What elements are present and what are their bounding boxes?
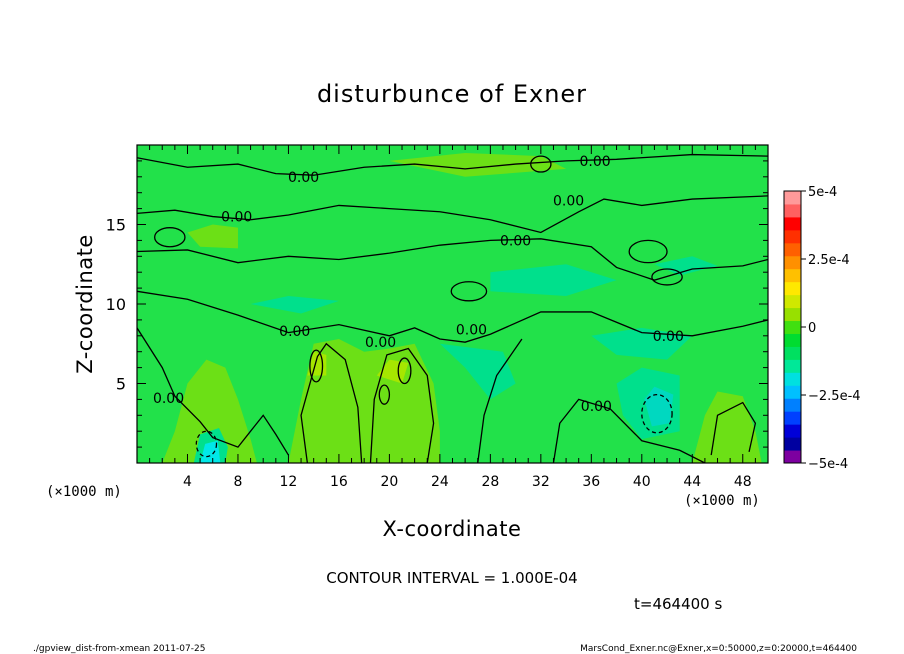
chart-title: disturbunce of Exner — [317, 80, 587, 108]
colorbar-swatch — [784, 333, 801, 347]
colorbar-swatch — [784, 216, 801, 231]
y-axis-label: Z-coordinate — [73, 234, 97, 374]
colorbar-tick-label: −5e-4 — [808, 457, 848, 472]
colorbar-swatch — [784, 411, 801, 425]
colorbar-swatch — [784, 320, 801, 334]
x-tick-label: 4 — [183, 474, 192, 490]
x-tick-label: 12 — [280, 474, 298, 490]
contour-label: 0.00 — [221, 210, 252, 226]
colorbar-tick-label: 5e-4 — [808, 185, 837, 200]
time-text: t=464400 s — [634, 595, 722, 613]
colorbar-swatch — [784, 307, 801, 322]
x-axis-label: X-coordinate — [383, 517, 522, 541]
contour-label: 0.00 — [365, 335, 396, 351]
colorbar-swatch — [784, 255, 801, 270]
colorbar-tick-label: 2.5e-4 — [808, 253, 850, 268]
contour-label: 0.00 — [288, 170, 319, 186]
contour-label: 0.00 — [581, 399, 612, 415]
contour-label: 0.00 — [279, 324, 310, 340]
x-unit-left: (×1000 m) — [46, 484, 122, 500]
footer-left: ./gpview_dist-from-xmean 2011-07-25 — [33, 644, 205, 654]
colorbar-swatch — [784, 424, 801, 438]
contour-label: 0.00 — [153, 391, 184, 407]
colorbar-swatch — [784, 268, 801, 283]
contour-label: 0.00 — [553, 194, 584, 210]
contour-interval-text: CONTOUR INTERVAL = 1.000E-04 — [326, 569, 577, 587]
colorbar-swatch — [784, 372, 801, 386]
x-tick-label: 20 — [380, 474, 398, 490]
footer-right: MarsCond_Exner.nc@Exner,x=0:50000,z=0:20… — [580, 644, 857, 654]
colorbar-swatch — [784, 450, 801, 464]
x-tick-label: 48 — [734, 474, 752, 490]
colorbar-swatch — [784, 398, 801, 412]
contour-label: 0.00 — [653, 329, 684, 345]
contour-field: 0.00 0.00 0.00 0.00 0.00 0.00 0.00 0.00 0.00 0.00… — [137, 145, 768, 463]
contour-label: 0.00 — [456, 322, 487, 338]
colorbar-swatch — [784, 385, 801, 399]
x-tick-label: 16 — [330, 474, 348, 490]
colorbar-swatch — [784, 203, 801, 218]
colorbar: 5e-4 2.5e-4 0 −2.5e-4 −5e-4 — [783, 185, 861, 472]
y-tick-label: 5 — [116, 375, 126, 394]
colorbar-tick-label: 0 — [808, 321, 816, 336]
x-tick-label: 40 — [633, 474, 651, 490]
x-tick-label: 44 — [683, 474, 701, 490]
x-tick-label: 36 — [582, 474, 600, 490]
colorbar-swatch — [784, 294, 801, 309]
y-tick-label: 15 — [106, 216, 126, 235]
x-tick-label: 8 — [233, 474, 242, 490]
colorbar-tick-label: −2.5e-4 — [808, 389, 861, 404]
x-tick-label: 24 — [431, 474, 449, 490]
x-tick-label: 28 — [481, 474, 499, 490]
x-tick-label: 32 — [532, 474, 550, 490]
x-axis: 4 8 12 16 20 24 28 32 36 40 44 48 — [149, 145, 756, 490]
colorbar-swatch — [784, 346, 801, 360]
colorbar-swatch — [784, 229, 801, 244]
y-axis: 5 10 15 — [106, 160, 768, 448]
y-tick-label: 10 — [106, 295, 126, 314]
colorbar-swatch — [784, 359, 801, 373]
contour-label: 0.00 — [500, 233, 531, 249]
contour-label: 0.00 — [580, 154, 611, 170]
colorbar-swatch — [784, 437, 801, 451]
colorbar-swatch — [784, 191, 801, 205]
colorbar-swatch — [784, 281, 801, 296]
colorbar-swatch — [784, 242, 801, 257]
x-unit-right: (×1000 m) — [684, 493, 760, 509]
